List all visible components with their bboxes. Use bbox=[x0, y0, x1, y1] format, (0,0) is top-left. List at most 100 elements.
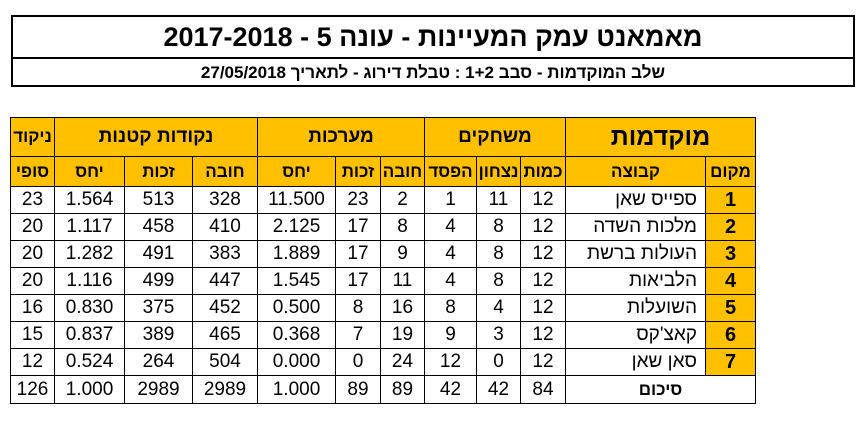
points-against-cell: 504 bbox=[192, 348, 258, 376]
final-score-cell: 16 bbox=[10, 294, 55, 322]
subheader-points-against: חובה bbox=[192, 156, 258, 187]
won-cell: 8 bbox=[476, 213, 521, 241]
totals-row: סיכום 84 42 42 89 89 1.000 2989 2989 1.0… bbox=[10, 375, 756, 404]
played-cell: 12 bbox=[520, 267, 566, 295]
subheader-won: נצחון bbox=[476, 156, 521, 187]
sets-ratio-cell: 0.000 bbox=[257, 348, 336, 376]
subheader-points-for: זכות bbox=[124, 156, 193, 187]
points-for-cell: 375 bbox=[124, 294, 193, 322]
sets-against-cell: 24 bbox=[380, 348, 425, 376]
subheader-final: סופי bbox=[10, 156, 55, 187]
lost-cell: 1 bbox=[424, 186, 477, 214]
points-ratio-cell: 1.282 bbox=[54, 240, 125, 268]
final-score-cell: 15 bbox=[10, 321, 55, 349]
rank-cell: 7 bbox=[705, 348, 756, 376]
totals-points-ratio: 1.000 bbox=[54, 375, 125, 404]
sets-against-cell: 11 bbox=[380, 267, 425, 295]
points-against-cell: 328 bbox=[192, 186, 258, 214]
points-for-cell: 513 bbox=[124, 186, 193, 214]
sets-ratio-cell: 2.125 bbox=[257, 213, 336, 241]
lost-cell: 4 bbox=[424, 240, 477, 268]
lost-cell: 9 bbox=[424, 321, 477, 349]
rank-cell: 2 bbox=[705, 213, 756, 241]
lost-cell: 8 bbox=[424, 294, 477, 322]
standings-table: מוקדמות משחקים מערכות נקודות קטנות ניקוד… bbox=[10, 117, 756, 404]
table-row: 2 מלכות השדה 12 8 4 8 17 2.125 410 458 1… bbox=[10, 213, 756, 241]
subheader-place: מקום bbox=[705, 156, 756, 187]
team-name: השועלות bbox=[565, 294, 706, 322]
sets-ratio-cell: 11.500 bbox=[257, 186, 336, 214]
won-cell: 3 bbox=[476, 321, 521, 349]
subheader-points-ratio: יחס bbox=[54, 156, 125, 187]
played-cell: 12 bbox=[520, 348, 566, 376]
header-games: משחקים bbox=[424, 117, 566, 157]
final-score-cell: 20 bbox=[10, 240, 55, 268]
team-name: ספייס שאן bbox=[565, 186, 706, 214]
totals-final: 126 bbox=[10, 375, 55, 404]
subheader-sets-against: חובה bbox=[380, 156, 425, 187]
rank-cell: 3 bbox=[705, 240, 756, 268]
sets-ratio-cell: 1.889 bbox=[257, 240, 336, 268]
team-name: קאצ'קס bbox=[565, 321, 706, 349]
page-title: מאמאנט עמק המעיינות - עונה 5 - 2017-2018 bbox=[13, 17, 853, 59]
won-cell: 0 bbox=[476, 348, 521, 376]
points-against-cell: 383 bbox=[192, 240, 258, 268]
rank-cell: 5 bbox=[705, 294, 756, 322]
points-against-cell: 452 bbox=[192, 294, 258, 322]
lost-cell: 12 bbox=[424, 348, 477, 376]
totals-played: 84 bbox=[520, 375, 566, 404]
sets-for-cell: 17 bbox=[335, 267, 381, 295]
sets-against-cell: 2 bbox=[380, 186, 425, 214]
sets-for-cell: 7 bbox=[335, 321, 381, 349]
sets-for-cell: 8 bbox=[335, 294, 381, 322]
totals-sets-for: 89 bbox=[335, 375, 381, 404]
team-name: הלביאות bbox=[565, 267, 706, 295]
team-name: סאן שאן bbox=[565, 348, 706, 376]
header-final-score: ניקוד bbox=[10, 117, 55, 157]
sets-against-cell: 9 bbox=[380, 240, 425, 268]
page-subtitle: שלב המוקדמות - סבב 1+2 : טבלת דירוג - לת… bbox=[200, 63, 666, 82]
rank-cell: 4 bbox=[705, 267, 756, 295]
rank-cell: 6 bbox=[705, 321, 756, 349]
won-cell: 8 bbox=[476, 240, 521, 268]
points-against-cell: 410 bbox=[192, 213, 258, 241]
sets-against-cell: 8 bbox=[380, 213, 425, 241]
won-cell: 4 bbox=[476, 294, 521, 322]
won-cell: 8 bbox=[476, 267, 521, 295]
totals-sets-against: 89 bbox=[380, 375, 425, 404]
points-ratio-cell: 0.524 bbox=[54, 348, 125, 376]
sets-ratio-cell: 0.368 bbox=[257, 321, 336, 349]
points-ratio-cell: 1.116 bbox=[54, 267, 125, 295]
lost-cell: 4 bbox=[424, 213, 477, 241]
lost-cell: 4 bbox=[424, 267, 477, 295]
table-row: 7 סאן שאן 12 0 12 24 0 0.000 504 264 0.5… bbox=[10, 348, 756, 376]
table-row: 6 קאצ'קס 12 3 9 19 7 0.368 465 389 0.837… bbox=[10, 321, 756, 349]
points-for-cell: 491 bbox=[124, 240, 193, 268]
group-header-row: מוקדמות משחקים מערכות נקודות קטנות ניקוד bbox=[10, 117, 756, 157]
played-cell: 12 bbox=[520, 240, 566, 268]
played-cell: 12 bbox=[520, 186, 566, 214]
table-row: 4 הלביאות 12 8 4 11 17 1.545 447 499 1.1… bbox=[10, 267, 756, 295]
sets-for-cell: 17 bbox=[335, 240, 381, 268]
sets-against-cell: 16 bbox=[380, 294, 425, 322]
rank-cell: 1 bbox=[705, 186, 756, 214]
points-against-cell: 465 bbox=[192, 321, 258, 349]
points-ratio-cell: 0.830 bbox=[54, 294, 125, 322]
final-score-cell: 23 bbox=[10, 186, 55, 214]
totals-lost: 42 bbox=[424, 375, 477, 404]
table-row: 5 השועלות 12 4 8 16 8 0.500 452 375 0.83… bbox=[10, 294, 756, 322]
totals-points-for: 2989 bbox=[124, 375, 193, 404]
points-ratio-cell: 1.117 bbox=[54, 213, 125, 241]
totals-sets-ratio: 1.000 bbox=[257, 375, 336, 404]
sets-ratio-cell: 1.545 bbox=[257, 267, 336, 295]
sets-for-cell: 0 bbox=[335, 348, 381, 376]
points-for-cell: 389 bbox=[124, 321, 193, 349]
final-score-cell: 12 bbox=[10, 348, 55, 376]
played-cell: 12 bbox=[520, 321, 566, 349]
won-cell: 11 bbox=[476, 186, 521, 214]
subheader-sets-ratio: יחס bbox=[257, 156, 336, 187]
subheader-team: קבוצה bbox=[565, 156, 706, 187]
team-name: מלכות השדה bbox=[565, 213, 706, 241]
points-for-cell: 264 bbox=[124, 348, 193, 376]
sets-ratio-cell: 0.500 bbox=[257, 294, 336, 322]
